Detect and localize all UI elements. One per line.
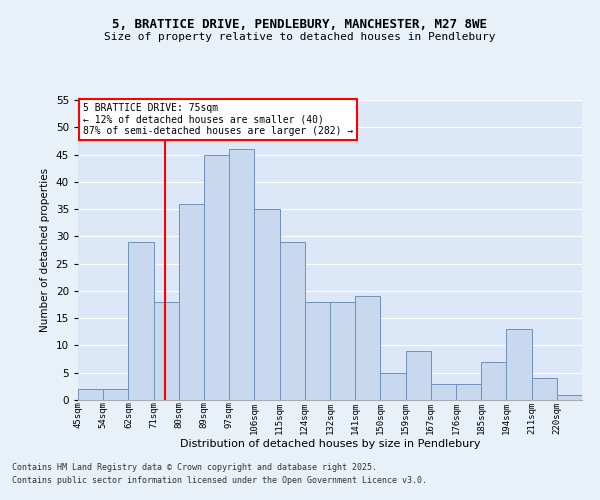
Text: Contains public sector information licensed under the Open Government Licence v3: Contains public sector information licen… bbox=[12, 476, 427, 485]
Bar bbox=[380, 372, 406, 400]
Bar bbox=[103, 389, 128, 400]
Bar bbox=[154, 302, 179, 400]
Bar bbox=[204, 154, 229, 400]
Bar bbox=[506, 329, 532, 400]
Bar bbox=[128, 242, 154, 400]
Bar bbox=[431, 384, 456, 400]
Bar bbox=[78, 389, 103, 400]
Y-axis label: Number of detached properties: Number of detached properties bbox=[40, 168, 50, 332]
Bar bbox=[229, 149, 254, 400]
Text: 5, BRATTICE DRIVE, PENDLEBURY, MANCHESTER, M27 8WE: 5, BRATTICE DRIVE, PENDLEBURY, MANCHESTE… bbox=[113, 18, 487, 30]
Bar bbox=[481, 362, 506, 400]
Bar bbox=[456, 384, 481, 400]
Text: Size of property relative to detached houses in Pendlebury: Size of property relative to detached ho… bbox=[104, 32, 496, 42]
Text: 5 BRATTICE DRIVE: 75sqm
← 12% of detached houses are smaller (40)
87% of semi-de: 5 BRATTICE DRIVE: 75sqm ← 12% of detache… bbox=[83, 103, 353, 136]
Bar bbox=[179, 204, 204, 400]
Bar bbox=[406, 351, 431, 400]
Bar bbox=[557, 394, 582, 400]
Bar bbox=[355, 296, 380, 400]
Bar bbox=[280, 242, 305, 400]
Bar bbox=[254, 209, 280, 400]
Text: Contains HM Land Registry data © Crown copyright and database right 2025.: Contains HM Land Registry data © Crown c… bbox=[12, 464, 377, 472]
X-axis label: Distribution of detached houses by size in Pendlebury: Distribution of detached houses by size … bbox=[180, 439, 480, 449]
Bar bbox=[305, 302, 330, 400]
Bar bbox=[532, 378, 557, 400]
Bar bbox=[330, 302, 355, 400]
